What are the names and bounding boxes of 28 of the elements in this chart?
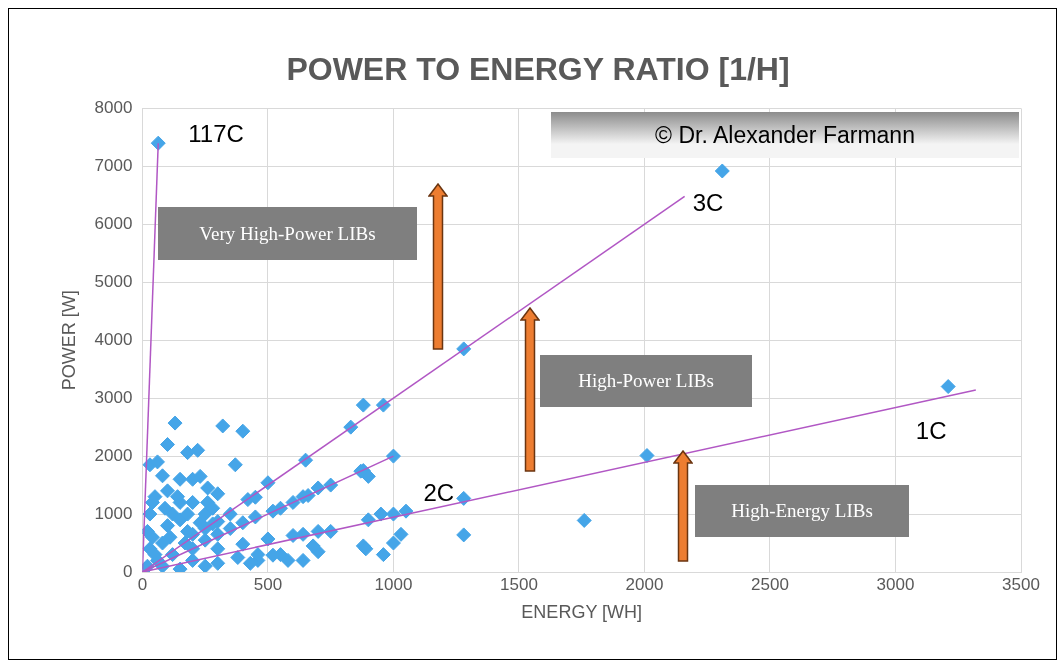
x-tick-label: 1500: [500, 574, 538, 594]
x-axis-title: ENERGY [WH]: [521, 602, 643, 623]
y-tick-label: 3000: [94, 387, 133, 407]
y-tick-label: 7000: [94, 156, 133, 176]
y-tick-label: 8000: [94, 98, 133, 118]
x-tick-label: 3000: [876, 574, 915, 594]
x-tick-label: 3500: [1002, 574, 1040, 594]
x-tick-label: 2000: [625, 574, 664, 594]
y-tick-label: 4000: [94, 329, 133, 349]
y-tick-label: 1000: [94, 503, 133, 523]
annotation: 2C: [423, 478, 455, 506]
y-tick-label: 0: [122, 561, 133, 581]
annotation: 117C: [188, 119, 244, 147]
y-tick-label: 6000: [94, 213, 133, 233]
annotation: 1C: [915, 416, 947, 444]
x-tick-label: 1000: [374, 574, 413, 594]
y-axis-title: POWER [W]: [58, 290, 79, 391]
text-box: Very High-Power LIBs: [158, 207, 417, 260]
text-box: High-Power LIBs: [540, 355, 752, 407]
text-box: © Dr. Alexander Farmann: [551, 112, 1019, 158]
y-tick-label: 2000: [94, 445, 133, 465]
chart-title: POWER TO ENERGY RATIO [1/H]: [286, 51, 790, 88]
x-tick-label: 2500: [751, 574, 789, 594]
annotation: 3C: [692, 189, 724, 217]
x-tick-label: 500: [253, 574, 283, 594]
y-tick-label: 5000: [94, 271, 133, 291]
text-box: High-Energy LIBs: [695, 485, 909, 537]
x-tick-label: 0: [137, 574, 148, 594]
